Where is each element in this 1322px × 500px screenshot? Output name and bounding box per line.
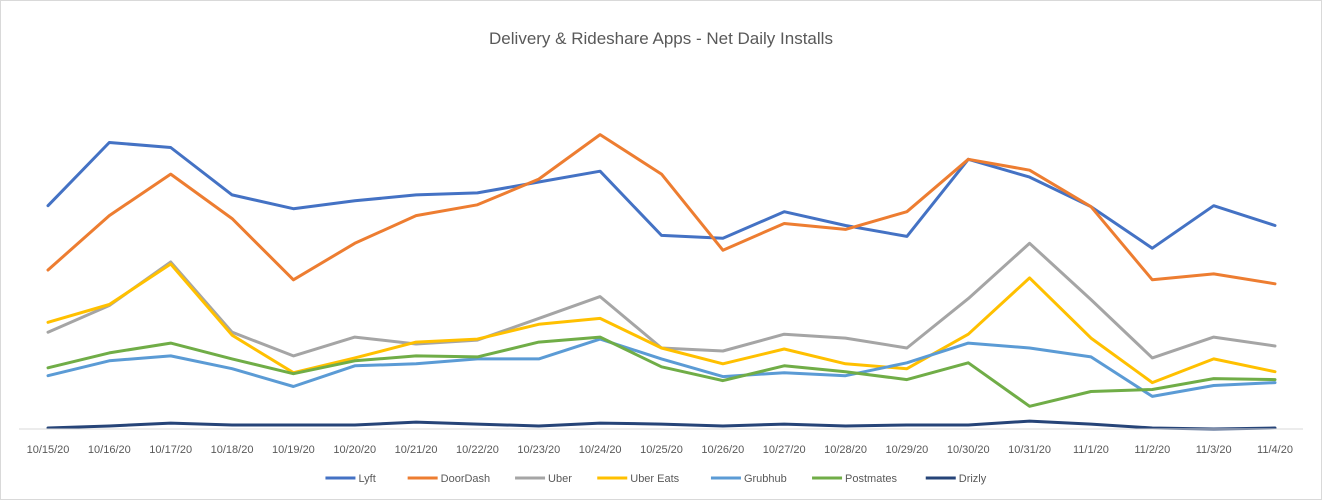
x-axis: 10/15/20 10/16/20 10/17/20 10/18/20 10/19/20… [19, 428, 1303, 456]
x-tick-label: 10/19/20 [272, 444, 315, 456]
legend-label: DoorDash [441, 473, 491, 485]
legend-label: Drizly [959, 473, 987, 485]
series-line-uber-eats [46, 262, 1277, 385]
legend-label: Postmates [845, 473, 897, 485]
x-tick-label: 11/2/20 [1134, 444, 1170, 456]
x-tick-label: 10/16/20 [88, 444, 131, 456]
legend-item-postmates: Postmates [812, 473, 898, 485]
legend-item-doordash: DoorDash [407, 473, 491, 485]
legend-label: Uber [548, 473, 572, 485]
x-tick-label: 11/1/20 [1073, 444, 1109, 456]
legend-item-drizly: Drizly [925, 473, 987, 485]
series-line-doordash [46, 133, 1277, 286]
x-tick-label: 10/31/20 [1008, 444, 1051, 456]
x-tick-label: 10/15/20 [27, 444, 70, 456]
legend-item-uber: Uber [515, 473, 572, 485]
series-line-postmates [46, 335, 1277, 408]
x-tick-label: 11/4/20 [1257, 444, 1293, 456]
x-tick-label: 10/25/20 [640, 444, 683, 456]
series-line-uber [46, 241, 1277, 360]
series-line-drizly [46, 419, 1277, 431]
legend-label: Uber Eats [630, 473, 679, 485]
x-tick-label: 10/30/20 [947, 444, 990, 456]
series-line-lyft [46, 141, 1277, 250]
x-tick-label: 10/26/20 [701, 444, 744, 456]
legend-label: Lyft [358, 473, 375, 485]
x-tick-label: 10/23/20 [517, 444, 560, 456]
x-tick-label: 10/22/20 [456, 444, 499, 456]
x-tick-label: 10/28/20 [824, 444, 867, 456]
plot-area [46, 133, 1277, 431]
x-tick-label: 10/20/20 [333, 444, 376, 456]
x-tick-label: 10/24/20 [579, 444, 622, 456]
legend: Lyft DoorDash Uber Uber Eats Grubhub Postmate… [325, 473, 987, 485]
legend-item-lyft: Lyft [325, 473, 376, 485]
chart-title: Delivery & Rideshare Apps - Net Daily In… [489, 29, 833, 48]
legend-item-uber-eats: Uber Eats [597, 473, 680, 485]
legend-label: Grubhub [744, 473, 787, 485]
x-tick-label: 10/21/20 [395, 444, 438, 456]
x-tick-label: 10/27/20 [763, 444, 806, 456]
series-line-grubhub [46, 337, 1277, 398]
x-tick-label: 10/18/20 [211, 444, 254, 456]
x-tick-label: 10/17/20 [149, 444, 192, 456]
x-tick-label: 11/3/20 [1196, 444, 1232, 456]
legend-item-grubhub: Grubhub [710, 473, 787, 485]
x-tick-label: 10/29/20 [885, 444, 928, 456]
